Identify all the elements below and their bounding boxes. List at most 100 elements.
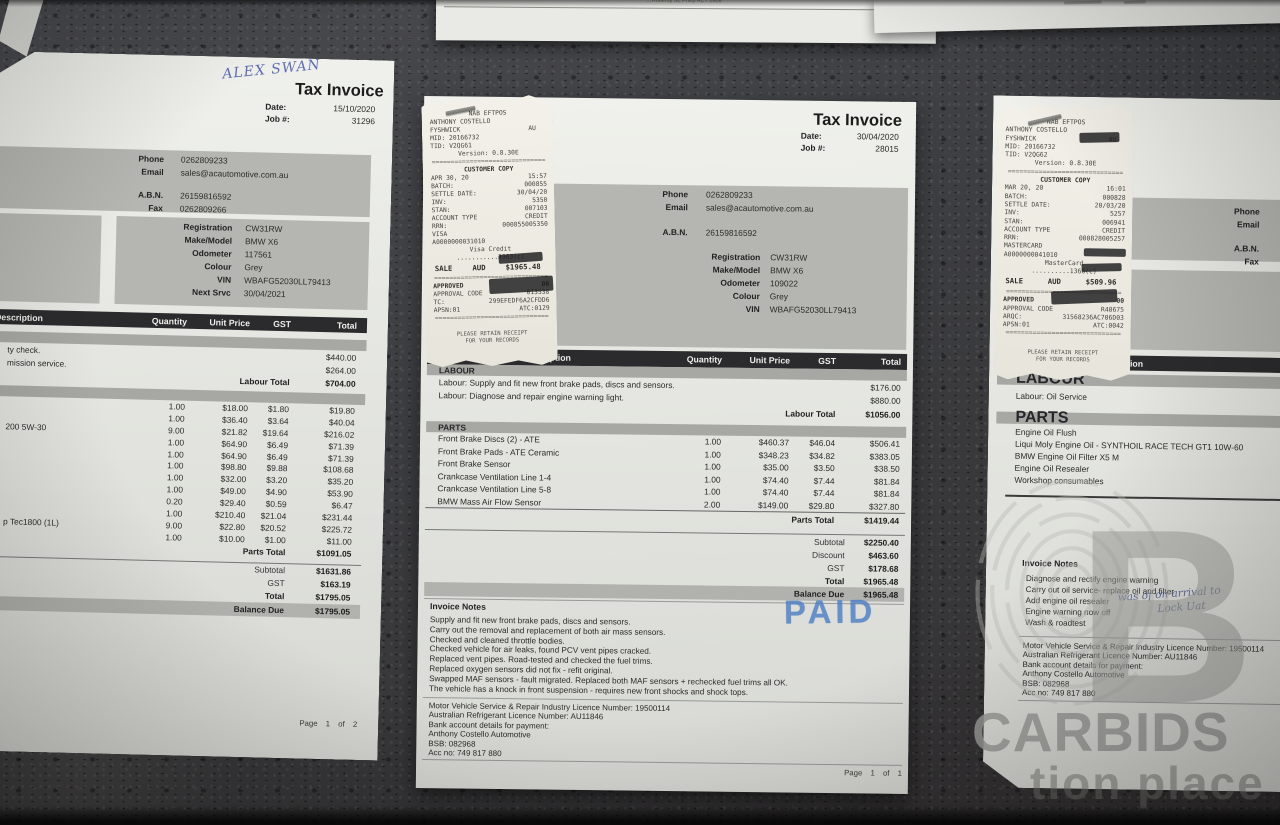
header-quantity: Quantity [151,315,188,327]
receipt-value: R40675 [1100,305,1125,314]
cell-quantity: 9.00 [165,520,183,531]
receipt-rows: APR 30, 20 15:57 BATCH: 000855 SETTLE DATE: 3… [431,173,548,231]
cell-total: $71.39 [328,440,355,452]
cell-quantity: 1.00 [168,401,186,412]
cell-unit-price: $22.80 [219,521,246,533]
discount-value: $463.60 [868,549,899,561]
total-value: $1795.05 [315,592,351,603]
gst-value: $163.19 [320,579,351,590]
faint-print [1063,0,1102,5]
vehicle-value: WBAFG52030LL79413 [243,274,331,287]
cell-unit-price: $29.40 [219,497,246,509]
receipt-value: 16:01 [1106,184,1126,194]
date-value: 30/04/2020 [856,131,899,142]
contact-labels-block: Phone Email A.B.N. Fax [1161,204,1260,268]
cell-quantity: 0.20 [166,496,183,507]
parts-rows: Front Brake Discs (2) - ATE 1.00 $460.37 $4… [425,432,906,513]
date-job-block: Date: 30/04/2020 Job #: 28015 [801,131,899,156]
header-unit-price: Unit Price [209,316,251,328]
cell-description [0,484,123,489]
detail-rows: APPROVAL CODE R40675 ARQC: 31568236AC706D03… [1003,304,1124,331]
cell-gst: $29.80 [808,500,835,511]
receipt-footer: PLEASE RETAIN RECEIPT FOR YOUR RECORDS [434,330,550,346]
cell-gst: $4.90 [265,486,288,498]
receipt-value: 20/03/20 [1094,201,1126,210]
cell-description [0,400,125,405]
cell-gst: $1.80 [267,403,290,415]
total-value: $1965.48 [863,575,899,587]
receipt-field: ARQC: [1002,311,1023,321]
cell-quantity: 1.00 [704,449,721,460]
contact-value: 0262809266 [179,203,227,215]
invoice-notes-title: Invoice Notes [429,601,486,612]
contact-value: 26159816592 [705,226,757,238]
vehicle-value: WBAFG52030LL79413 [769,303,857,315]
cell-quantity: 1.00 [168,413,185,424]
receipt-value: 000855005350 [502,220,548,229]
contact-label: Fax [148,202,163,213]
vehicle-value: Grey [769,290,789,301]
cell-quantity: 2.00 [703,499,721,510]
vehicle-value: CW31RW [770,251,808,263]
vehicle-rows: Registration CW31RW Make/Model BMW X6 Odomet… [115,218,370,302]
date-value: 15/10/2020 [333,103,376,115]
cell-unit-price: $49.00 [220,485,247,497]
cell-unit-price: $35.00 [763,462,789,473]
invoice-footer: Motor Vehicle Service & Repair Industry … [1022,641,1280,702]
parts-section-label: PARTS [1015,408,1069,427]
contact-label: Fax [1244,256,1259,267]
date-job-block: Date: 15/10/2020 Job #: 31296 [265,102,376,129]
cell-quantity: 1.00 [165,508,183,519]
cell-total: $71.39 [328,452,354,464]
vehicle-value: 117561 [244,248,273,260]
cell-total: $440.00 [325,351,357,363]
document-footer-line: …Roberoy St, Philip ACT 2606 Page 1 of 1 [448,0,922,6]
contact-value: 26159816592 [180,190,232,202]
receipt-rows: MAR 20, 20 16:01 BATCH: 000828 SETTLE DATE: 2… [1004,184,1126,244]
eftpos-receipt-middle: NAB EFTPOS ANTHONY COSTELLO FYSHWICK AU M… [421,93,558,368]
customer-box-bg [0,212,102,304]
contact-value: 0262809233 [706,188,753,200]
contact-row: Fax [1161,254,1259,268]
cell-unit-price: $10.00 [219,533,245,544]
vehicle-label: Next Srvc [192,286,231,298]
thick-divider [1005,495,1280,502]
invoice-left: ALEX SWAN Tax Invoice Date: 15/10/2020 Jo… [0,50,394,761]
cell-gst: $7.44 [813,488,835,499]
vehicle-block: Registration CW31RW Make/Model BMW X6 Odomet… [115,218,370,302]
sale-amount: $1965.48 [505,261,541,272]
cell-total: $176.00 [870,382,901,393]
receipt-footer: PLEASE RETAIN RECEIPT FOR YOUR RECORDS [1002,349,1123,365]
cell-total: $108.68 [323,464,354,476]
cell-total: $225.72 [321,523,353,535]
vehicle-label: Make/Model [184,234,233,246]
labour-line: Labour: Oil Service [1015,390,1088,402]
cell-total: $38.50 [874,463,900,475]
subtotal-value: $2250.40 [863,536,899,548]
cell-gst: $9.88 [266,463,288,474]
parts-section-label: PARTS [438,421,467,433]
cell-gst: $0.59 [265,498,287,510]
cell-unit-price: $64.90 [221,438,248,449]
contact-label: Phone [1233,206,1260,217]
gst-value: $178.68 [868,562,899,574]
paper-scrap-top-left [0,0,45,58]
cell-gst: $21.04 [260,510,287,522]
cell-total: $81.84 [873,476,900,487]
cell-unit-price: $210.40 [214,509,246,521]
cell-total: $383.05 [869,451,900,462]
cell-total: $40.04 [328,417,355,428]
cell-total: $231.44 [321,512,353,523]
labour-total-value: $1056.00 [865,408,901,420]
parts-total-value: $1091.05 [316,548,352,559]
parts-total-value: $1419.44 [864,514,900,526]
receipt-field: ACCOUNT TYPE [431,214,478,223]
cell-unit-price: $32.00 [220,473,247,485]
cell-quantity: 1.00 [167,460,184,472]
cell-quantity: 1.00 [166,484,184,495]
date-label: Date: [265,101,287,113]
handwritten-name: ALEX SWAN [221,56,322,83]
photo-bottom-edge [0,805,1280,825]
